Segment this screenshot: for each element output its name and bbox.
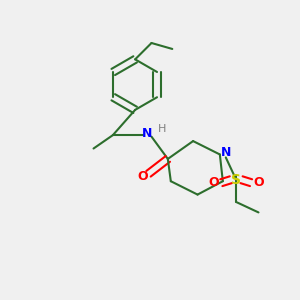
Text: O: O (137, 170, 148, 183)
Text: O: O (208, 176, 219, 189)
Text: N: N (220, 146, 231, 159)
Text: S: S (231, 173, 241, 187)
Text: N: N (142, 127, 152, 140)
Text: O: O (253, 176, 264, 189)
Text: H: H (158, 124, 166, 134)
